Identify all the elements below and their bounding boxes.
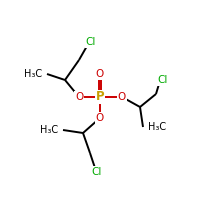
Text: O: O: [118, 92, 126, 102]
Text: H₃C: H₃C: [148, 122, 166, 132]
Text: P: P: [96, 90, 104, 104]
Text: O: O: [96, 69, 104, 79]
Text: Cl: Cl: [158, 75, 168, 85]
Text: O: O: [75, 92, 83, 102]
Text: Cl: Cl: [92, 167, 102, 177]
Text: O: O: [96, 113, 104, 123]
Text: Cl: Cl: [86, 37, 96, 47]
Text: H₃C: H₃C: [40, 125, 58, 135]
Text: H₃C: H₃C: [24, 69, 42, 79]
